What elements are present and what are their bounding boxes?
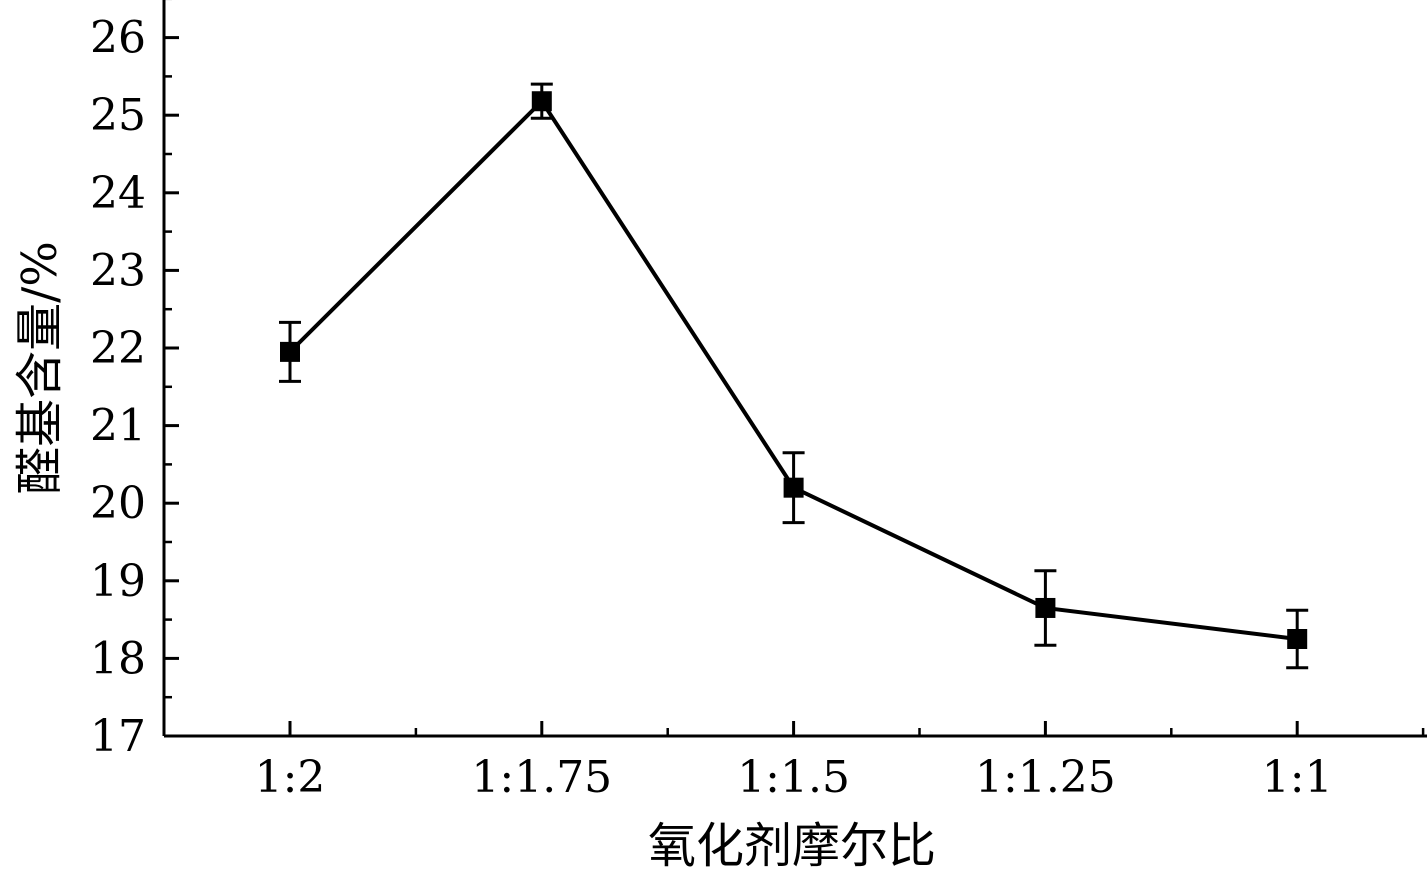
- y-tick-label: 20: [90, 478, 146, 529]
- x-tick-label: 1:1.5: [737, 752, 850, 803]
- x-tick-label: 1:1.25: [975, 752, 1116, 803]
- y-tick-label: 26: [90, 13, 146, 64]
- y-tick-label: 17: [90, 711, 146, 762]
- data-point-marker: [1287, 629, 1308, 649]
- y-tick-label: 22: [90, 323, 146, 374]
- y-axis-title: 醛基含量/%: [12, 241, 68, 495]
- x-tick-label: 1:1: [1262, 752, 1333, 803]
- y-ticks: 17 18 19 20 21 22 23 24 25 26: [90, 0, 179, 762]
- data-point-marker: [783, 477, 804, 498]
- x-ticks: 1:2 1:1.75 1:1.5 1:1.25 1:1: [255, 721, 1425, 803]
- data-point-marker: [1035, 597, 1056, 618]
- axes: [162, 0, 1427, 738]
- data-point-marker: [280, 341, 300, 362]
- data-series: [279, 82, 1309, 670]
- y-tick-label: 23: [90, 245, 146, 296]
- y-tick-label: 19: [90, 556, 146, 607]
- x-tick-label: 1:2: [255, 752, 326, 803]
- x-axis-title: 氧化剂摩尔比: [648, 818, 936, 871]
- data-point-marker: [531, 91, 552, 112]
- series-line: [288, 98, 1298, 641]
- y-tick-label: 25: [90, 90, 146, 141]
- y-tick-label: 24: [90, 168, 146, 219]
- x-tick-label: 1:1.75: [471, 752, 612, 803]
- y-tick-label: 18: [90, 633, 146, 684]
- y-tick-label: 21: [90, 401, 146, 452]
